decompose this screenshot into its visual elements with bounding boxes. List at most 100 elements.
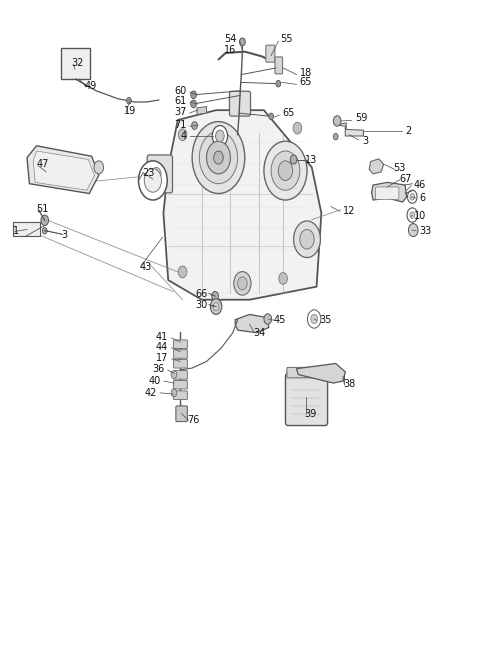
Circle shape <box>293 122 302 134</box>
Circle shape <box>290 155 297 164</box>
Text: 1: 1 <box>12 226 19 236</box>
Polygon shape <box>297 364 345 383</box>
Circle shape <box>408 190 417 203</box>
Text: 2: 2 <box>405 126 411 136</box>
FancyBboxPatch shape <box>173 381 187 389</box>
Text: 53: 53 <box>393 163 406 173</box>
Text: 16: 16 <box>224 45 236 55</box>
Text: 30: 30 <box>195 299 207 310</box>
Text: 55: 55 <box>281 33 293 44</box>
FancyBboxPatch shape <box>275 57 283 74</box>
Text: 54: 54 <box>224 33 236 44</box>
Circle shape <box>278 161 293 180</box>
Circle shape <box>127 98 132 104</box>
Circle shape <box>238 277 247 290</box>
Circle shape <box>276 81 281 87</box>
Text: 44: 44 <box>156 342 168 352</box>
Circle shape <box>178 266 187 278</box>
Text: 41: 41 <box>156 331 168 342</box>
Text: 10: 10 <box>414 212 426 221</box>
FancyBboxPatch shape <box>266 45 275 62</box>
Text: 18: 18 <box>300 67 312 77</box>
Circle shape <box>192 122 245 193</box>
Text: 43: 43 <box>140 262 152 272</box>
Text: 4: 4 <box>180 131 186 141</box>
Text: 23: 23 <box>142 168 154 178</box>
Polygon shape <box>336 123 363 136</box>
Text: 19: 19 <box>124 105 136 115</box>
Circle shape <box>234 272 251 295</box>
Text: 67: 67 <box>399 174 411 184</box>
FancyBboxPatch shape <box>287 367 326 378</box>
FancyBboxPatch shape <box>286 373 327 426</box>
Circle shape <box>410 193 415 200</box>
Circle shape <box>41 215 48 225</box>
Text: 38: 38 <box>343 379 355 389</box>
Circle shape <box>42 227 47 234</box>
Text: 6: 6 <box>420 193 426 203</box>
Text: 40: 40 <box>148 376 160 386</box>
Polygon shape <box>197 107 206 115</box>
Text: 65: 65 <box>282 108 295 118</box>
Text: 46: 46 <box>414 180 426 190</box>
FancyBboxPatch shape <box>173 340 187 348</box>
Circle shape <box>271 151 300 190</box>
Circle shape <box>279 272 288 284</box>
Text: 71: 71 <box>174 120 186 130</box>
FancyBboxPatch shape <box>176 406 187 422</box>
Circle shape <box>192 122 197 130</box>
Text: 36: 36 <box>152 364 164 374</box>
FancyBboxPatch shape <box>375 187 399 199</box>
Text: 37: 37 <box>174 107 186 117</box>
Circle shape <box>410 212 415 218</box>
Text: 33: 33 <box>420 226 432 236</box>
Text: 51: 51 <box>36 204 49 214</box>
FancyBboxPatch shape <box>173 360 187 368</box>
Text: 45: 45 <box>274 314 286 325</box>
FancyBboxPatch shape <box>173 391 187 400</box>
Polygon shape <box>372 182 407 202</box>
Circle shape <box>408 223 418 236</box>
Circle shape <box>206 141 230 174</box>
Circle shape <box>407 208 418 222</box>
Text: 17: 17 <box>156 353 168 364</box>
Circle shape <box>264 314 272 324</box>
Circle shape <box>214 151 223 164</box>
Circle shape <box>333 134 338 140</box>
Polygon shape <box>235 314 269 333</box>
Circle shape <box>212 291 218 301</box>
Circle shape <box>171 389 177 397</box>
Circle shape <box>212 126 228 147</box>
Text: 35: 35 <box>319 314 331 325</box>
Text: 13: 13 <box>305 155 317 164</box>
Polygon shape <box>33 151 95 190</box>
Text: 66: 66 <box>195 288 207 299</box>
Bar <box>12 221 40 236</box>
FancyBboxPatch shape <box>173 350 187 358</box>
Text: 34: 34 <box>253 328 265 338</box>
Polygon shape <box>163 110 322 300</box>
Circle shape <box>94 161 104 174</box>
Bar <box>61 48 90 79</box>
Circle shape <box>213 303 219 310</box>
Circle shape <box>178 129 187 141</box>
Circle shape <box>152 168 161 180</box>
FancyBboxPatch shape <box>147 155 172 193</box>
FancyBboxPatch shape <box>173 371 187 379</box>
Circle shape <box>199 132 238 183</box>
Circle shape <box>216 130 224 142</box>
Circle shape <box>210 299 222 314</box>
Polygon shape <box>27 146 99 193</box>
Text: 3: 3 <box>61 230 68 240</box>
Text: 3: 3 <box>362 136 368 145</box>
Circle shape <box>308 310 321 328</box>
Text: 65: 65 <box>300 77 312 87</box>
Circle shape <box>294 221 321 257</box>
Circle shape <box>139 161 167 200</box>
Text: 39: 39 <box>305 409 317 419</box>
Circle shape <box>311 314 318 324</box>
Text: 12: 12 <box>343 206 355 216</box>
Circle shape <box>333 116 341 126</box>
Circle shape <box>171 371 177 379</box>
FancyBboxPatch shape <box>229 91 251 116</box>
